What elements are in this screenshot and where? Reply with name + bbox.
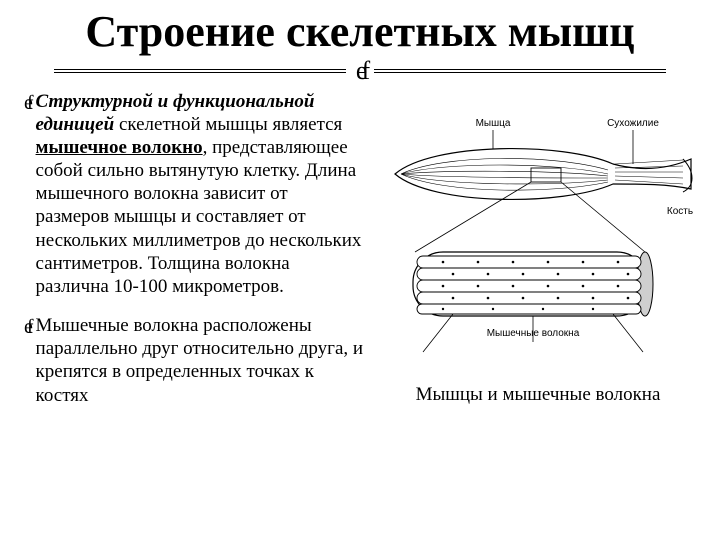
- bullet-2-text: Мышечные волокна расположены параллельно…: [36, 314, 364, 407]
- divider-line-left: [54, 68, 346, 74]
- flourish-icon: ef: [352, 58, 368, 84]
- muscle-diagram: Мышца Сухожилие: [383, 114, 693, 374]
- label-tendon: Сухожилие: [607, 118, 659, 129]
- bullet-1-underline: мышечное волокно: [36, 137, 203, 158]
- title-divider: ef: [54, 58, 666, 84]
- bullet-1: ef Структурной и функциональной единицей…: [24, 90, 364, 299]
- bullet-1-mid: скелетной мышцы является: [114, 114, 342, 135]
- bullet-icon: ef: [24, 90, 28, 299]
- divider-line-right: [374, 68, 666, 74]
- bullet-1-text: Структурной и функциональной единицей ск…: [36, 90, 364, 299]
- text-column: ef Структурной и функциональной единицей…: [24, 90, 364, 423]
- content-row: ef Структурной и функциональной единицей…: [24, 90, 696, 423]
- label-fibers: Мышечные волокна: [487, 328, 580, 339]
- label-muscle: Мышца: [476, 118, 511, 129]
- figure-caption: Мышцы и мышечные волокна: [416, 384, 661, 406]
- label-bone: Кость: [667, 206, 693, 217]
- slide-title: Строение скелетных мышц: [24, 8, 696, 56]
- bullet-1-rest: , представляющее собой сильно вытянутую …: [36, 137, 362, 297]
- fiber-bundle: [413, 252, 653, 316]
- slide: Строение скелетных мышц ef ef Структурно…: [0, 0, 720, 540]
- figure-column: Мышца Сухожилие: [380, 90, 696, 423]
- bullet-icon: ef: [24, 314, 28, 407]
- bullet-2: ef Мышечные волокна расположены параллел…: [24, 314, 364, 407]
